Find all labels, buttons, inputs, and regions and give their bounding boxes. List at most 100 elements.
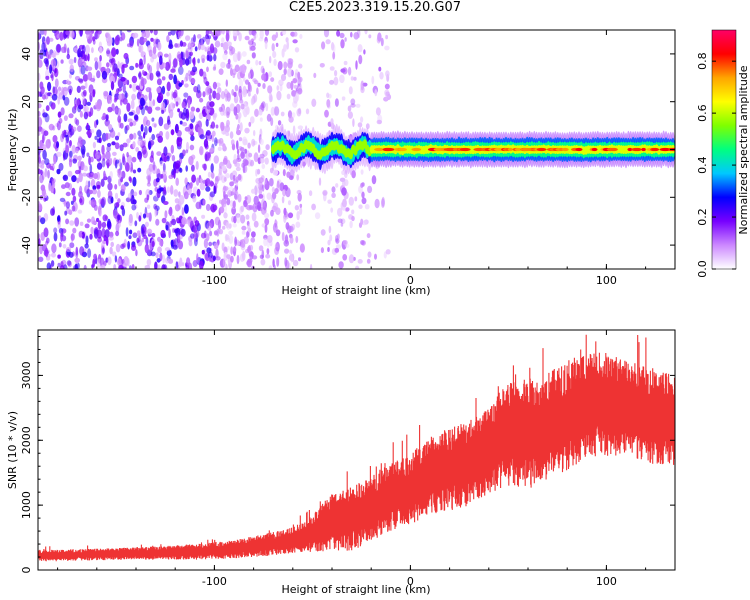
noise-blob	[295, 93, 300, 102]
noise-blob	[117, 214, 121, 221]
noise-blob	[234, 193, 238, 200]
noise-blob	[111, 92, 114, 97]
noise-blob	[107, 94, 113, 104]
noise-blob	[157, 264, 161, 269]
noise-blob	[153, 203, 158, 210]
noise-blob	[331, 42, 335, 51]
noise-blob	[115, 48, 119, 55]
noise-blob	[230, 246, 234, 255]
noise-blob	[279, 84, 283, 92]
noise-blob	[175, 261, 179, 269]
noise-blob	[253, 130, 256, 137]
noise-blob	[297, 125, 304, 130]
noise-blob	[89, 233, 93, 240]
noise-blob	[101, 144, 105, 155]
noise-blob	[83, 54, 86, 61]
noise-blob	[68, 209, 73, 215]
noise-blob	[165, 131, 170, 140]
noise-blob	[163, 146, 168, 157]
ridge-peak	[634, 147, 642, 152]
noise-blob	[120, 76, 126, 82]
noise-blob	[38, 203, 43, 211]
noise-blob	[58, 227, 64, 234]
noise-blob	[341, 170, 345, 176]
noise-blob	[205, 119, 209, 127]
noise-blob	[251, 138, 256, 147]
y-tick-label: 3000	[20, 361, 33, 389]
y-tick-label: 1000	[20, 491, 33, 519]
noise-blob	[260, 258, 266, 266]
noise-blob	[229, 103, 235, 112]
noise-blob	[357, 44, 363, 53]
noise-blob	[291, 89, 296, 96]
noise-blob	[284, 248, 290, 254]
noise-blob	[243, 76, 246, 82]
noise-blob	[46, 64, 49, 70]
noise-blob	[148, 140, 151, 150]
noise-blob	[86, 33, 90, 40]
noise-blob	[103, 90, 109, 97]
noise-blob	[272, 169, 279, 176]
noise-blob	[46, 262, 52, 269]
noise-blob	[157, 92, 164, 102]
noise-blob	[43, 30, 47, 36]
noise-blob	[341, 96, 346, 101]
noise-blob	[244, 127, 250, 134]
noise-blob	[202, 179, 208, 184]
noise-blob	[211, 134, 215, 143]
noise-blob	[94, 120, 98, 129]
noise-blob	[102, 247, 105, 254]
noise-blob	[44, 158, 50, 166]
noise-blob	[176, 137, 183, 147]
noise-blob	[114, 135, 120, 141]
noise-blob	[136, 230, 141, 237]
noise-blob	[74, 169, 81, 175]
noise-blob	[261, 73, 266, 81]
noise-blob	[64, 182, 70, 189]
noise-blob	[84, 243, 89, 249]
noise-blob	[138, 153, 142, 163]
noise-blob	[160, 229, 166, 238]
noise-blob	[65, 30, 70, 36]
noise-blob	[229, 131, 234, 139]
noise-blob	[96, 217, 100, 223]
noise-blob	[257, 201, 262, 212]
noise-blob	[39, 244, 43, 255]
noise-blob	[104, 119, 110, 127]
noise-blob	[220, 61, 226, 69]
noise-blob	[384, 89, 390, 97]
noise-blob	[355, 33, 359, 39]
noise-blob	[338, 261, 344, 269]
noise-blob	[46, 36, 50, 45]
noise-blob	[328, 225, 332, 234]
noise-blob	[298, 107, 302, 115]
noise-blob	[264, 224, 268, 233]
noise-blob	[201, 249, 205, 255]
noise-blob	[90, 77, 96, 82]
noise-blob	[186, 257, 191, 266]
noise-blob	[224, 125, 230, 133]
noise-blob	[209, 180, 214, 187]
noise-blob	[106, 133, 111, 140]
noise-blob	[117, 115, 122, 123]
noise-blob	[208, 93, 212, 102]
noise-blob	[78, 233, 83, 238]
noise-blob	[206, 233, 210, 242]
noise-blob	[283, 239, 290, 247]
noise-blob	[176, 217, 180, 222]
noise-blob	[360, 182, 364, 188]
noise-blob	[99, 55, 102, 62]
noise-blob	[67, 47, 70, 56]
noise-blob	[68, 113, 74, 119]
noise-blob	[232, 30, 238, 37]
noise-blob	[114, 142, 120, 150]
noise-blob	[116, 219, 120, 225]
noise-blob	[76, 97, 81, 107]
noise-blob	[181, 207, 185, 216]
noise-blob	[100, 264, 106, 269]
noise-blob	[244, 196, 248, 201]
noise-blob	[360, 169, 364, 175]
noise-blob	[205, 130, 211, 136]
spectrogram-marks	[38, 30, 675, 269]
noise-blob	[254, 185, 258, 196]
